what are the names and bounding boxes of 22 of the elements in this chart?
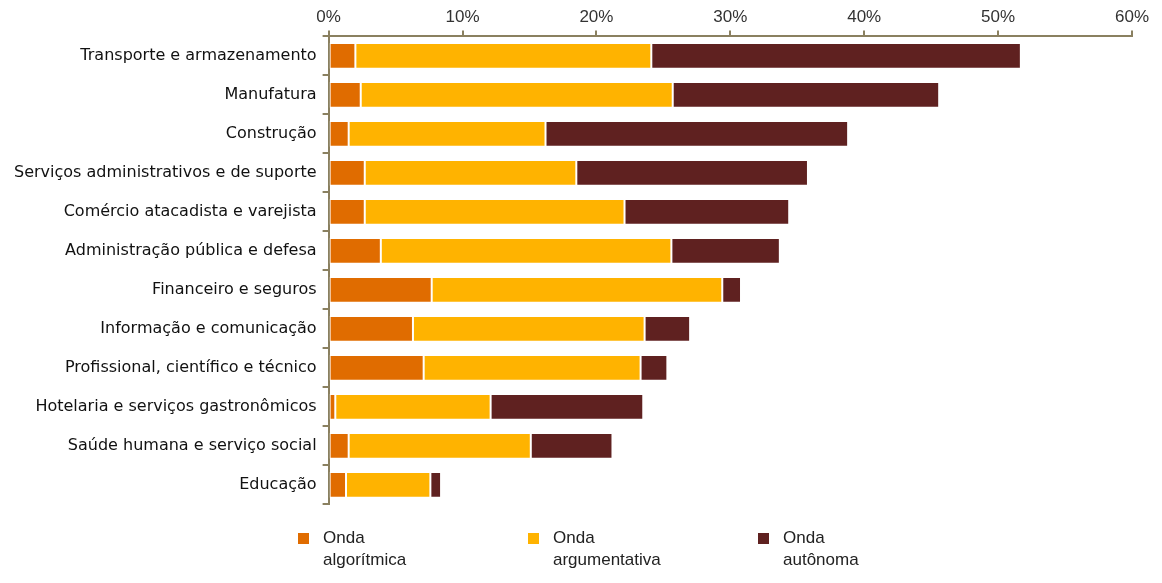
y-tick-label: Manufatura — [224, 84, 317, 104]
y-tick-label: Educação — [239, 474, 317, 494]
x-tick-label: 20% — [579, 6, 614, 26]
y-tick-label: Administração pública e defesa — [65, 240, 317, 260]
x-tick-label: 40% — [847, 6, 882, 26]
y-tick-label: Serviços administrativos e de suporte — [13, 162, 317, 182]
y-tick-label: Transporte e armazenamento — [79, 45, 317, 65]
y-tick-label: Comércio atacadista e varejista — [63, 201, 317, 221]
legend-label: Onda autônoma — [783, 527, 860, 571]
x-tick-label: 60% — [1114, 6, 1150, 26]
y-tick-label: Financeiro e seguros — [152, 279, 317, 299]
legend-label: Onda algorítmica — [323, 527, 408, 571]
y-tick-label: Construção — [225, 123, 317, 143]
x-tick-label: 0% — [316, 6, 341, 26]
y-tick-label: Informação e comunicação — [100, 318, 317, 338]
y-tick-label: Hotelaria e serviços gastronômicos — [35, 396, 317, 416]
legend-label: Onda argumentativa — [553, 527, 662, 571]
y-tick-label: Profissional, científico e técnico — [64, 357, 317, 377]
x-tick-label: 30% — [713, 6, 748, 26]
x-tick-label: 10% — [445, 6, 480, 26]
y-tick-label: Saúde humana e serviço social — [67, 435, 317, 455]
x-tick-label: 50% — [981, 6, 1016, 26]
